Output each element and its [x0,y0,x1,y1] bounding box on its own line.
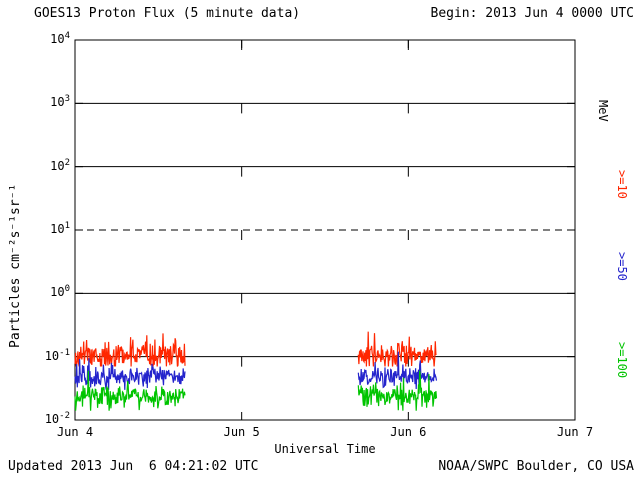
y-tick-label: 100 [50,284,70,300]
series-label-ge10: >=10 [615,170,629,199]
x-tick-label: Jun 6 [390,425,427,439]
x-tick-label: Jun 5 [223,425,260,439]
series-line--50-mev [357,351,438,390]
series-line--10-mev [357,331,437,367]
y-tick-label: 102 [50,157,70,173]
y-tick-label: 101 [50,221,70,236]
begin-label: Begin: 2013 Jun 4 0000 UTC [430,6,635,21]
x-tick-label: Jun 7 [556,425,594,439]
y-axis-label: Particles cm⁻²s⁻¹sr⁻¹ [8,183,23,348]
y-tick-label: 10-2 [44,411,70,426]
y-tick-label: 103 [50,94,70,110]
y-tick-label: 104 [50,31,70,46]
series-line--10-mev [74,333,186,367]
x-axis-label: Universal Time [274,442,376,456]
mev-unit-label: MeV [596,100,610,122]
x-tick-label: Jun 4 [56,425,94,439]
series-line--50-mev [74,358,186,390]
series-label-ge100: >=100 [615,342,629,379]
page-title: GOES13 Proton Flux (5 minute data) [34,6,301,21]
series-line--100-mev [74,370,186,411]
updated-timestamp: Updated 2013 Jun 6 04:21:02 UTC [8,459,259,474]
series-label-ge50: >=50 [615,252,629,281]
credit-label: NOAA/SWPC Boulder, CO USA [438,459,634,474]
series-line--100-mev [357,370,438,411]
y-tick-label: 10-1 [44,347,70,363]
